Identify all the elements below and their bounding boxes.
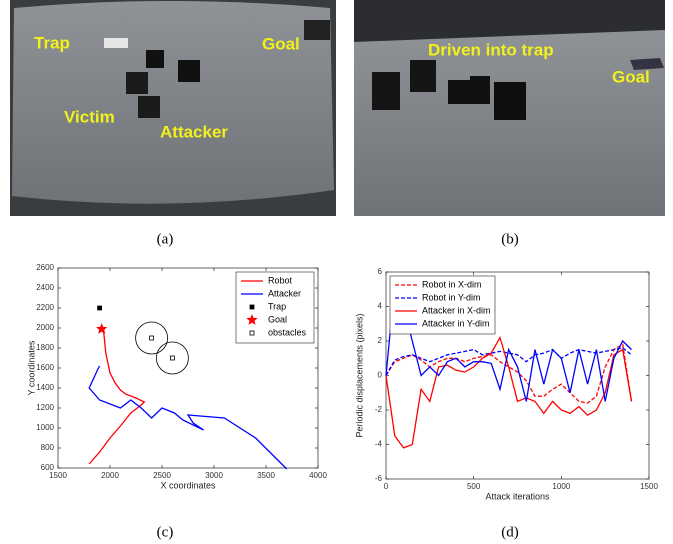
y-axis-label: Y coordinates	[26, 340, 36, 395]
x-tick-label: 1000	[552, 482, 570, 491]
legend-label: Trap	[268, 301, 286, 311]
y-tick-label: 0	[378, 371, 383, 380]
y-tick-label: 800	[41, 443, 55, 452]
y-tick-label: 2000	[36, 323, 54, 332]
photo-label: Victim	[64, 107, 115, 126]
photo-label: Goal	[612, 67, 650, 86]
y-tick-label: 2	[378, 336, 383, 345]
x-tick-label: 0	[384, 482, 389, 491]
legend-label: Goal	[268, 314, 287, 324]
y-tick-label: 1200	[36, 403, 54, 412]
y-tick-label: -2	[375, 405, 383, 414]
x-axis-label: X coordinates	[160, 480, 216, 490]
subfigure-caption: (a)	[157, 231, 174, 247]
photo-a: Trap Goal Victim Attacker	[10, 0, 336, 216]
subfigure-caption: (d)	[501, 524, 519, 540]
y-tick-label: 2200	[36, 303, 54, 312]
figure: Trap Goal Victim Attacker Driven into tr…	[0, 0, 673, 544]
legend-label: Robot in X-dim	[422, 279, 482, 289]
photo-label: Trap	[34, 33, 70, 52]
obstacle-marker	[150, 336, 154, 340]
trap-marker	[250, 305, 254, 309]
photo-label: Attacker	[160, 122, 228, 141]
y-tick-label: -4	[375, 440, 383, 449]
y-tick-label: 2400	[36, 283, 54, 292]
y-tick-label: 4	[378, 302, 383, 311]
subfigure-caption: (c)	[157, 524, 174, 540]
y-tick-label: 1600	[36, 363, 54, 372]
x-tick-label: 2500	[153, 471, 171, 480]
x-tick-label: 4000	[309, 471, 327, 480]
x-tick-label: 1500	[640, 482, 658, 491]
y-axis-label: Periodic displacements (pixels)	[354, 313, 364, 437]
y-tick-label: 2600	[36, 263, 54, 272]
page: Trap Goal Victim Attacker Driven into tr…	[0, 0, 673, 544]
legend-label: Attacker in Y-dim	[422, 318, 490, 328]
obstacle-marker	[170, 356, 174, 360]
x-axis-label: Attack iterations	[485, 491, 550, 501]
legend-label: Robot in Y-dim	[422, 292, 481, 302]
y-tick-label: -6	[375, 474, 383, 483]
y-tick-label: 1400	[36, 383, 54, 392]
photo-b: Driven into trap Goal	[354, 0, 665, 216]
legend-label: Robot	[268, 275, 293, 285]
subfigure-caption: (b)	[501, 231, 519, 247]
photo-label: Driven into trap	[428, 40, 554, 59]
photo-label: Goal	[262, 34, 300, 53]
x-tick-label: 1500	[49, 471, 67, 480]
obstacle-marker	[250, 331, 254, 335]
x-tick-label: 2000	[101, 471, 119, 480]
y-tick-label: 1800	[36, 343, 54, 352]
trap-marker	[98, 306, 102, 310]
x-tick-label: 500	[467, 482, 481, 491]
y-tick-label: 6	[378, 267, 383, 276]
legend-label: Attacker in X-dim	[422, 305, 491, 315]
y-tick-label: 600	[41, 463, 55, 472]
legend-label: Attacker	[268, 288, 301, 298]
x-tick-label: 3000	[205, 471, 223, 480]
y-tick-label: 1000	[36, 423, 54, 432]
x-tick-label: 3500	[257, 471, 275, 480]
legend-label: obstacles	[268, 327, 307, 337]
